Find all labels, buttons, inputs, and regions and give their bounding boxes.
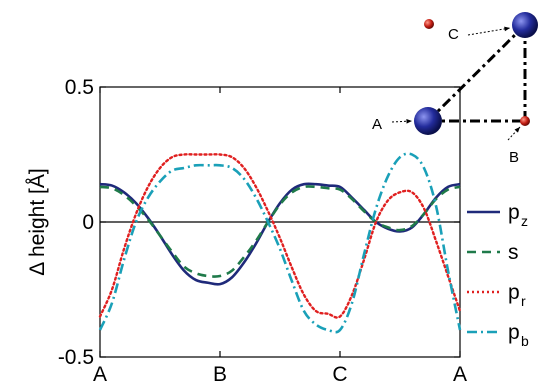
inset-arrowhead [406, 118, 412, 124]
axes: 0.50-0.5A B C AΔ height [Å] [26, 76, 467, 386]
series-line-pb [98, 152, 462, 334]
inset-diagram: A B C [372, 12, 538, 166]
series-line-s [99, 185, 461, 278]
legend-label-3: p [508, 321, 520, 344]
y-axis-label: Δ height [Å] [26, 168, 49, 275]
series-line-pz [99, 182, 461, 286]
atom-large-blue-icon [414, 107, 442, 135]
atom-small-red-icon [520, 116, 530, 126]
inset-arrow [467, 27, 511, 36]
legend-label-sub-3: b [521, 333, 529, 349]
series-layer [98, 152, 462, 334]
inset-edge-ac [426, 23, 527, 123]
legend-label-2: p [508, 281, 520, 304]
legend-label-1: s [508, 241, 519, 264]
x-tick-label: B [213, 363, 227, 386]
legend-label-sub-0: z [521, 213, 528, 229]
inset-arrowhead [504, 26, 510, 32]
inset-arrowhead [514, 127, 520, 133]
atom-large-blue-icon [512, 12, 538, 38]
y-tick-label: -0.5 [58, 346, 94, 369]
legend: p zsp rp b [467, 201, 529, 349]
inset-label-A: A [372, 116, 382, 133]
inset-label-B: B [509, 149, 519, 166]
legend-label-sub-2: r [521, 293, 526, 309]
inset-label-C: C [448, 26, 459, 43]
series-line-pr [98, 153, 462, 319]
y-tick-label: 0.5 [65, 76, 94, 99]
y-tick-label: 0 [82, 211, 94, 234]
legend-label-0: p [508, 201, 520, 224]
x-tick-label: C [332, 363, 347, 386]
x-tick-label: A [93, 363, 107, 386]
inset-arrow [507, 126, 521, 141]
x-tick-label: A [453, 363, 467, 386]
atom-small-red-icon [424, 19, 434, 29]
